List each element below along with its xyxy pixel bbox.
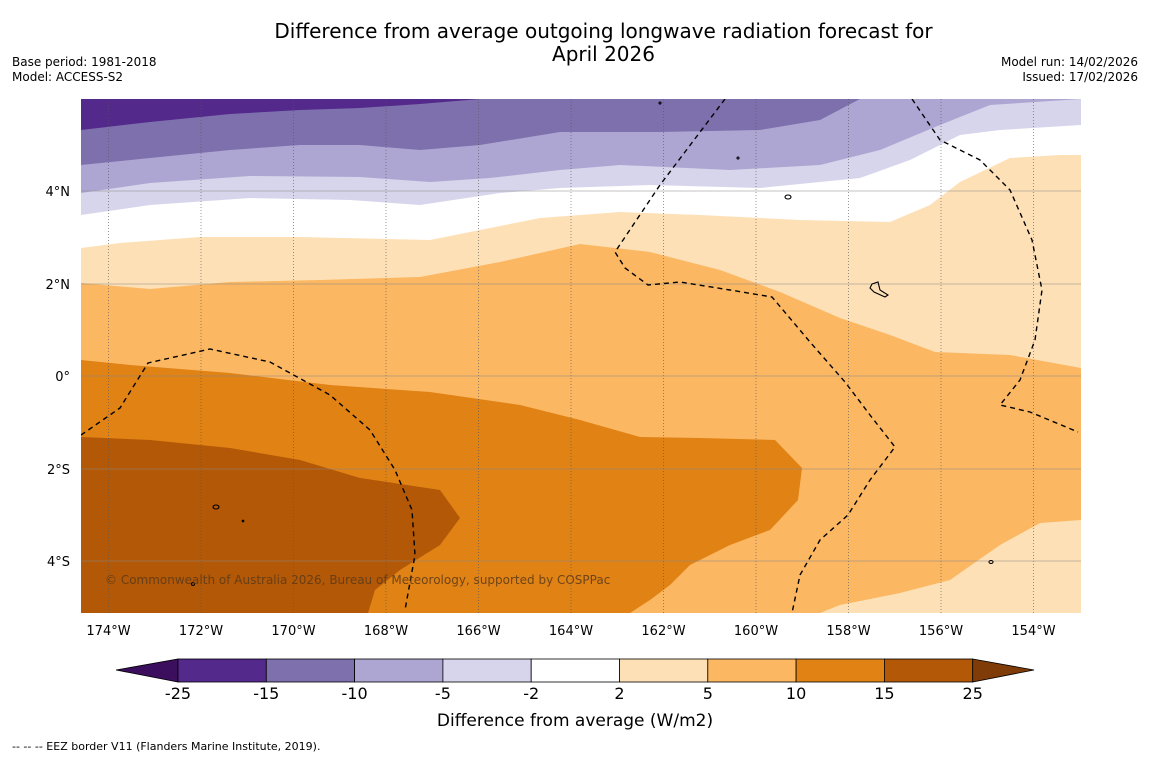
colorbar-swatch [354, 658, 444, 683]
lon-label: 170°W [271, 624, 315, 639]
map-area [81, 99, 1081, 613]
lon-axis: 174°W 172°W 170°W 168°W 166°W 164°W 162°… [86, 624, 1055, 639]
info-right: Model run: 14/02/2026 Issued: 17/02/2026 [1001, 55, 1138, 85]
lon-label: 154°W [1011, 624, 1055, 639]
lon-label: 156°W [919, 624, 963, 639]
lon-label: 158°W [826, 624, 870, 639]
colorbar-tick: -25 [165, 684, 191, 703]
eez-borders [81, 99, 1079, 613]
lon-label: 160°W [734, 624, 778, 639]
colorbar: -25 -15 -10 -5 -2 2 5 10 15 25 Differenc… [115, 658, 1035, 731]
colorbar-title: Difference from average (W/m2) [437, 711, 713, 731]
colorbar-tick: -10 [342, 684, 368, 703]
lat-label: 0° [55, 370, 70, 385]
model-name: Model: ACCESS-S2 [12, 70, 124, 84]
info-left: Base period: 1981-2018 Model: ACCESS-S2 [12, 55, 157, 85]
colorbar-swatch [619, 658, 709, 683]
colorbar-swatch [177, 658, 267, 683]
colorbar-swatch [265, 658, 355, 683]
map-title: Difference from average outgoing longwav… [0, 20, 1150, 66]
colorbar-tick: -15 [253, 684, 279, 703]
lat-axis: 4°N 2°N 0° 2°S 4°S [46, 185, 71, 570]
colorbar-swatch [795, 658, 885, 683]
model-run: Model run: 14/02/2026 [1000, 55, 1138, 69]
eez-legend-note: -- -- -- EEZ border V11 (Flanders Marine… [12, 740, 321, 753]
colorbar-tick: 25 [963, 684, 983, 703]
islands [190, 101, 994, 587]
lon-label: 166°W [456, 624, 500, 639]
colorbar-tick: -5 [435, 684, 451, 703]
copyright-text: © Commonwealth of Australia 2026, Bureau… [105, 573, 610, 587]
issued-date: Issued: 17/02/2026 [1022, 70, 1138, 84]
colorbar-tick: -2 [523, 684, 539, 703]
title-line-2: April 2026 [552, 42, 655, 66]
base-period: Base period: 1981-2018 [12, 55, 157, 69]
band-neg25-to-neg15 [81, 99, 480, 130]
lon-label: 168°W [364, 624, 408, 639]
grid-lines [81, 99, 1081, 613]
lon-label: 172°W [179, 624, 223, 639]
colorbar-ticks: -25 -15 -10 -5 -2 2 5 10 15 25 [165, 684, 983, 703]
lon-label: 174°W [86, 624, 130, 639]
lon-label: 162°W [641, 624, 685, 639]
title-line-1: Difference from average outgoing longwav… [274, 19, 933, 43]
colorbar-tick: 2 [614, 684, 624, 703]
colorbar-extend-high [972, 658, 1035, 683]
lon-label: 164°W [549, 624, 593, 639]
colorbar-swatch [884, 658, 974, 683]
lat-label: 4°S [47, 555, 70, 570]
colorbar-tick: 15 [874, 684, 894, 703]
lat-label: 2°S [47, 463, 70, 478]
band-15-to-25 [81, 437, 460, 613]
lat-label: 4°N [46, 185, 71, 200]
colorbar-swatch [707, 658, 797, 683]
band-neg15-to-neg10 [81, 99, 860, 165]
colorbar-tick: 10 [786, 684, 806, 703]
colorbar-swatch [442, 658, 532, 683]
colorbar-extend-low [115, 658, 179, 683]
colorbar-tick: 5 [703, 684, 713, 703]
lat-label: 2°N [46, 278, 71, 293]
colorbar-swatch [530, 658, 620, 683]
